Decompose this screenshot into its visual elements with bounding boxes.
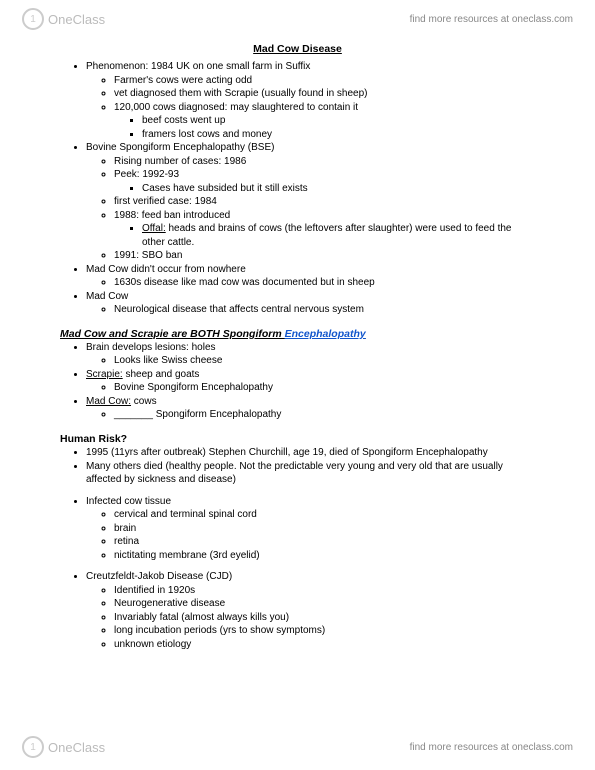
list-item: Cases have subsided but it still exists: [142, 182, 535, 196]
brand-logo: 1 OneClass: [22, 8, 105, 30]
list-item: Bovine Spongiform Encephalopathy (BSE) R…: [86, 141, 535, 263]
list-item: Neurogenerative disease: [114, 597, 535, 611]
list-main: Infected cow tissue cervical and termina…: [60, 495, 535, 563]
list-item: Mad Cow didn't occur from nowhere 1630s …: [86, 263, 535, 290]
text: Phenomenon: 1984 UK on one small farm in…: [86, 61, 310, 72]
list-item: Farmer's cows were acting odd: [114, 74, 535, 88]
list-item: Identified in 1920s: [114, 584, 535, 598]
list-item: nictitating membrane (3rd eyelid): [114, 549, 535, 563]
text: Mad Cow:: [86, 396, 131, 407]
list-item: beef costs went up: [142, 114, 535, 128]
logo-icon: 1: [22, 8, 44, 30]
text: Mad Cow didn't occur from nowhere: [86, 264, 246, 275]
list-item: Invariably fatal (almost always kills yo…: [114, 611, 535, 625]
list-item: 1988: feed ban introduced Offal: heads a…: [114, 209, 535, 250]
text: Mad Cow: [86, 291, 128, 302]
text: heads and brains of cows (the leftovers …: [142, 223, 511, 248]
list-item: Creutzfeldt-Jakob Disease (CJD) Identifi…: [86, 570, 535, 651]
list-item: cervical and terminal spinal cord: [114, 508, 535, 522]
list-item: Brain develops lesions: holes Looks like…: [86, 341, 535, 368]
page-footer: 1 OneClass find more resources at onecla…: [0, 728, 595, 766]
text: Scrapie:: [86, 369, 123, 380]
list-item: Many others died (healthy people. Not th…: [86, 460, 535, 487]
text: Infected cow tissue: [86, 496, 171, 507]
list-item: Neurological disease that affects centra…: [114, 303, 535, 317]
list-item: 1991: SBO ban: [114, 249, 535, 263]
list-item: Mad Cow: cows _______ Spongiform Encepha…: [86, 395, 535, 422]
list-main: Phenomenon: 1984 UK on one small farm in…: [60, 60, 535, 317]
text: 120,000 cows diagnosed: may slaughtered …: [114, 102, 358, 113]
list-item: Scrapie: sheep and goats Bovine Spongifo…: [86, 368, 535, 395]
list-item: 1995 (11yrs after outbreak) Stephen Chur…: [86, 446, 535, 460]
list-item: Rising number of cases: 1986: [114, 155, 535, 169]
list-item: Bovine Spongiform Encephalopathy: [114, 381, 535, 395]
list-main: 1995 (11yrs after outbreak) Stephen Chur…: [60, 446, 535, 487]
document-body: Mad Cow Disease Phenomenon: 1984 UK on o…: [0, 38, 595, 651]
section-heading: Human Risk?: [60, 432, 535, 446]
text: Creutzfeldt-Jakob Disease (CJD): [86, 571, 232, 582]
text: 1988: feed ban introduced: [114, 210, 230, 221]
logo-icon: 1: [22, 736, 44, 758]
doc-title: Mad Cow Disease: [60, 42, 535, 56]
text: sheep and goats: [123, 369, 200, 380]
header-tagline: find more resources at oneclass.com: [410, 14, 573, 25]
page-header: 1 OneClass find more resources at onecla…: [0, 0, 595, 38]
section-heading: Mad Cow and Scrapie are BOTH Spongiform …: [60, 327, 535, 341]
list-item: long incubation periods (yrs to show sym…: [114, 624, 535, 638]
list-item: retina: [114, 535, 535, 549]
list-item: 120,000 cows diagnosed: may slaughtered …: [114, 101, 535, 142]
list-item: Offal: heads and brains of cows (the lef…: [142, 222, 535, 249]
list-item: unknown etiology: [114, 638, 535, 652]
list-item: Looks like Swiss cheese: [114, 354, 535, 368]
brand-logo: 1 OneClass: [22, 736, 105, 758]
text: Brain develops lesions: holes: [86, 342, 216, 353]
logo-text: OneClass: [48, 12, 105, 27]
list-item: Mad Cow Neurological disease that affect…: [86, 290, 535, 317]
list-item: framers lost cows and money: [142, 128, 535, 142]
text: Mad Cow and Scrapie are BOTH Spongiform: [60, 328, 285, 340]
list-item: Peek: 1992-93 Cases have subsided but it…: [114, 168, 535, 195]
list-item: vet diagnosed them with Scrapie (usually…: [114, 87, 535, 101]
text: Offal:: [142, 223, 166, 234]
text: Bovine Spongiform Encephalopathy (BSE): [86, 142, 274, 153]
list-main: Brain develops lesions: holes Looks like…: [60, 341, 535, 422]
footer-tagline: find more resources at oneclass.com: [410, 742, 573, 753]
list-item: Phenomenon: 1984 UK on one small farm in…: [86, 60, 535, 141]
list-main: Creutzfeldt-Jakob Disease (CJD) Identifi…: [60, 570, 535, 651]
text: cows: [131, 396, 157, 407]
logo-text: OneClass: [48, 740, 105, 755]
link-encephalopathy[interactable]: Encephalopathy: [285, 328, 366, 340]
list-item: Infected cow tissue cervical and termina…: [86, 495, 535, 563]
text: Peek: 1992-93: [114, 169, 179, 180]
list-item: brain: [114, 522, 535, 536]
list-item: first verified case: 1984: [114, 195, 535, 209]
list-item: _______ Spongiform Encephalopathy: [114, 408, 535, 422]
list-item: 1630s disease like mad cow was documente…: [114, 276, 535, 290]
